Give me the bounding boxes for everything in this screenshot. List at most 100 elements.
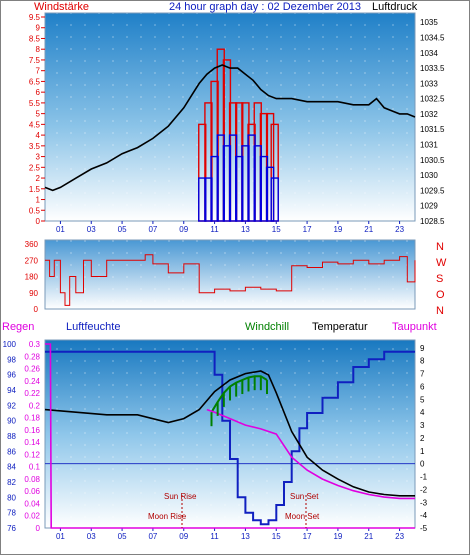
wind-mean-bar [216, 134, 225, 222]
time-tick-label: 11 [210, 225, 219, 234]
wind-speed-tick-label: 3.5 [29, 142, 41, 151]
rain-tick-label: 0.16 [24, 426, 40, 435]
wind-speed-tick-label: 8.5 [29, 34, 41, 43]
rain-tick-label: 0.12 [24, 450, 40, 459]
direction-tick-label: 0 [34, 305, 39, 314]
humidity-tick-label: 80 [7, 493, 16, 502]
time-tick-label: 17 [303, 225, 312, 234]
time-tick-label: 01 [56, 532, 65, 541]
time-tick-label: 09 [179, 225, 188, 234]
wind-speed-tick-label: 3 [36, 153, 41, 162]
time-tick-label: 17 [303, 532, 312, 541]
humidity-tick-label: 82 [7, 478, 16, 487]
pressure-tick-label: 1031 [420, 141, 438, 150]
time-tick-label: 05 [118, 532, 127, 541]
pressure-tick-label: 1034 [420, 49, 438, 58]
wind-speed-tick-label: 1.5 [29, 185, 41, 194]
wind-speed-tick-label: 6.5 [29, 77, 41, 86]
humidity-line [45, 350, 415, 526]
pressure-wind-marks [44, 48, 416, 222]
temperature-tick-label: 1 [420, 447, 425, 456]
temperature-tick-label: 6 [420, 382, 425, 391]
rain-tick-label: 0.18 [24, 414, 40, 423]
temperature-tick-label: -4 [420, 511, 428, 520]
rain-tick-label: 0.06 [24, 487, 40, 496]
wind-speed-tick-label: 2 [36, 174, 41, 183]
pressure-tick-label: 1028.5 [420, 217, 445, 226]
humidity-tick-label: 84 [7, 463, 16, 472]
wind-speed-tick-label: 5.5 [29, 99, 41, 108]
time-tick-label: 21 [364, 225, 373, 234]
rain-tick-label: 0.04 [24, 499, 40, 508]
temperature-title: Temperatur [312, 321, 368, 333]
humidity-tick-label: 88 [7, 432, 16, 441]
sun-moon-annotations: Sun Rise Sun Set Moon Rise Moon Set [148, 492, 320, 528]
dewpoint-line [206, 408, 415, 500]
compass-label: N [436, 241, 444, 253]
temperature-humidity-panel: Regen Luftfeuchte Windchill Temperatur T… [2, 321, 437, 541]
pressure-tick-label: 1035 [420, 18, 438, 27]
humidity-axis: 76 78 80 82 84 86 88 90 92 94 96 98 100 [3, 340, 17, 533]
wind-speed-tick-label: 0 [36, 217, 41, 226]
compass-label: S [436, 273, 443, 285]
wind-speed-tick-label: 4 [36, 131, 41, 140]
rain-tick-label: 0.2 [29, 401, 41, 410]
compass-label: N [436, 305, 444, 317]
time-tick-label: 01 [56, 225, 65, 234]
rain-line [45, 343, 415, 529]
pressure-tick-label: 1029 [420, 202, 438, 211]
dewpoint-title: Taupunkt [392, 321, 437, 333]
wind-mean-bar [210, 155, 219, 222]
time-tick-label: 15 [272, 532, 281, 541]
wind-mean-bar [253, 145, 262, 222]
humidity-tick-label: 86 [7, 447, 16, 456]
wind-mean-bar [247, 134, 256, 222]
temperature-tick-label: -2 [420, 485, 428, 494]
temperature-tick-label: -1 [420, 473, 428, 482]
humidity-tick-label: 98 [7, 355, 16, 364]
wind-mean-bar [270, 177, 279, 222]
temperature-tick-label: 9 [420, 344, 425, 353]
rain-tick-label: 0.3 [29, 340, 41, 349]
pressure-title: Luftdruck [372, 1, 418, 13]
pressure-tick-label: 1034.5 [420, 33, 445, 42]
wind-speed-tick-label: 9.5 [29, 13, 41, 22]
moon-set-label: Moon Set [285, 512, 320, 521]
windchill-title: Windchill [245, 321, 289, 333]
pressure-axis: 1028.5 1029 1029.5 1030 1030.5 1031 1031.5 1032… [420, 18, 445, 226]
wind-speed-tick-label: 9 [36, 24, 41, 33]
compass-label: O [436, 289, 445, 301]
humidity-tick-label: 76 [7, 524, 16, 533]
plot-grid-2 [45, 240, 415, 309]
pressure-line [44, 64, 416, 192]
wind-mean-bar [198, 177, 207, 222]
pressure-tick-label: 1030.5 [420, 156, 445, 165]
temperature-tick-label: 2 [420, 434, 425, 443]
humidity-tick-label: 96 [7, 371, 16, 380]
wind-speed-tick-label: 6 [36, 88, 41, 97]
wind-mean-bar [259, 155, 269, 222]
humidity-title: Luftfeuchte [66, 321, 120, 333]
time-tick-label: 19 [333, 225, 342, 234]
pressure-tick-label: 1030 [420, 171, 438, 180]
compass-label: W [436, 257, 447, 269]
wind-speed-axis: 0 0.51 1.5 2 2.53 3.5 4 4.55 5.5 6 6.57 7.5 8 8.59 9.5 [29, 13, 45, 226]
humidity-tick-label: 92 [7, 401, 16, 410]
wind-mean-bar [241, 145, 250, 222]
temperature-tick-label: 4 [420, 408, 425, 417]
moon-rise-label: Moon Rise [148, 512, 187, 521]
temperature-line [44, 370, 415, 497]
time-tick-label: 15 [272, 225, 281, 234]
humidity-tick-label: 100 [3, 340, 17, 349]
rain-title: Regen [2, 321, 34, 333]
direction-tick-label: 270 [25, 256, 39, 265]
direction-tick-label: 360 [25, 240, 39, 249]
direction-tick-label: 180 [25, 273, 39, 282]
wind-speed-tick-label: 1 [36, 196, 41, 205]
time-tick-label: 03 [87, 532, 96, 541]
temperature-tick-label: 5 [420, 395, 425, 404]
pressure-tick-label: 1032 [420, 110, 438, 119]
wind-speed-title: Windstärke [34, 1, 89, 13]
